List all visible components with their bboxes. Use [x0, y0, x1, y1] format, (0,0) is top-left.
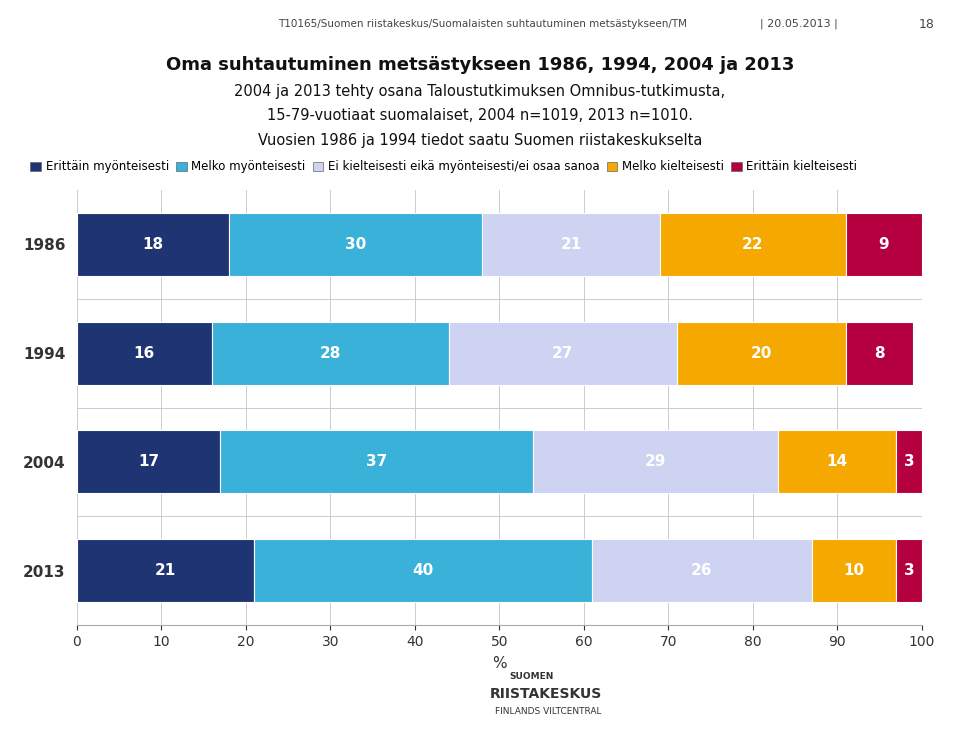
Bar — [897, 539, 922, 602]
Text: 18: 18 — [142, 237, 163, 252]
Bar — [77, 431, 221, 493]
Text: Oma suhtautuminen metsästykseen 1986, 1994, 2004 ja 2013: Oma suhtautuminen metsästykseen 1986, 19… — [166, 56, 794, 74]
Text: 3: 3 — [903, 563, 914, 578]
Text: 3: 3 — [903, 455, 914, 469]
Text: 9: 9 — [878, 237, 889, 252]
Text: 15-79-vuotiaat suomalaiset, 2004 n=1019, 2013 n=1010.: 15-79-vuotiaat suomalaiset, 2004 n=1019,… — [267, 108, 693, 124]
Bar — [482, 213, 660, 276]
Text: 10: 10 — [844, 563, 865, 578]
Text: 17: 17 — [138, 455, 159, 469]
Bar — [448, 322, 677, 385]
Bar — [677, 322, 846, 385]
Bar — [846, 213, 922, 276]
Text: | 20.05.2013 |: | 20.05.2013 | — [759, 19, 837, 29]
Legend: Erittäin myönteisesti, Melko myönteisesti, Ei kielteisesti eikä myönteisesti/ei : Erittäin myönteisesti, Melko myönteisest… — [28, 158, 860, 175]
Text: 29: 29 — [645, 455, 666, 469]
Text: 40: 40 — [413, 563, 434, 578]
Bar — [592, 539, 812, 602]
Text: 8: 8 — [874, 346, 885, 360]
Bar — [778, 431, 897, 493]
Bar — [77, 539, 254, 602]
Text: 2004 ja 2013 tehty osana Taloustutkimuksen Omnibus-tutkimusta,: 2004 ja 2013 tehty osana Taloustutkimuks… — [234, 84, 726, 99]
Bar — [660, 213, 846, 276]
Bar — [212, 322, 448, 385]
Text: FINLANDS VILTCENTRAL: FINLANDS VILTCENTRAL — [494, 708, 601, 716]
Text: 22: 22 — [742, 237, 763, 252]
Text: 30: 30 — [345, 237, 366, 252]
Bar — [812, 539, 897, 602]
Text: 14: 14 — [827, 455, 848, 469]
Text: SUOMEN: SUOMEN — [510, 672, 554, 681]
Text: 16: 16 — [133, 346, 155, 360]
Bar — [77, 322, 212, 385]
X-axis label: %: % — [492, 656, 507, 670]
Bar — [77, 213, 228, 276]
Bar — [221, 431, 533, 493]
Bar — [533, 431, 778, 493]
Bar — [846, 322, 913, 385]
Bar — [228, 213, 482, 276]
Text: 21: 21 — [561, 237, 582, 252]
Text: 27: 27 — [552, 346, 573, 360]
Text: 37: 37 — [366, 455, 387, 469]
Text: taloustutkimus oy: taloustutkimus oy — [13, 15, 204, 34]
Bar — [254, 539, 592, 602]
Text: Vuosien 1986 ja 1994 tiedot saatu Suomen riistakeskukselta: Vuosien 1986 ja 1994 tiedot saatu Suomen… — [258, 133, 702, 148]
Text: 20: 20 — [751, 346, 772, 360]
Text: 21: 21 — [155, 563, 176, 578]
Bar — [897, 431, 922, 493]
Text: 26: 26 — [691, 563, 712, 578]
Text: 28: 28 — [320, 346, 341, 360]
Text: 18: 18 — [919, 18, 935, 31]
Text: T10165/Suomen riistakeskus/Suomalaisten suhtautuminen metsästykseen/TM: T10165/Suomen riistakeskus/Suomalaisten … — [278, 19, 687, 29]
Text: RIISTAKESKUS: RIISTAKESKUS — [490, 687, 602, 701]
